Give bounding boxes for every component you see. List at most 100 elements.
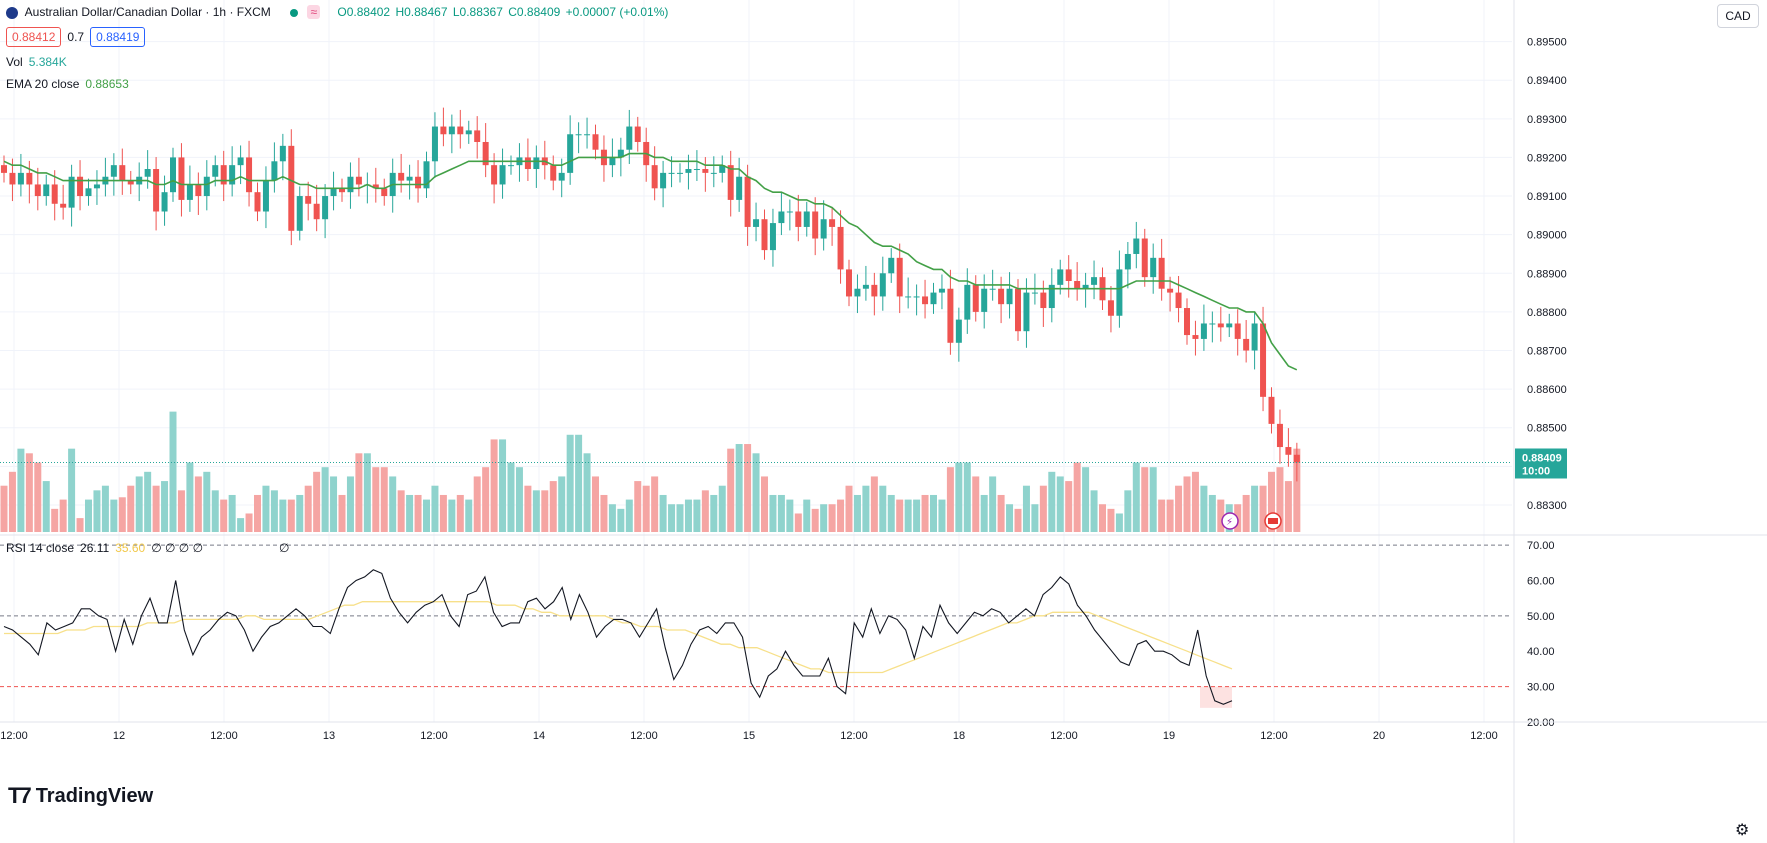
candle-body	[186, 184, 193, 200]
candle-body	[415, 176, 422, 189]
candle-body	[905, 296, 912, 298]
candle-body	[423, 161, 430, 189]
volume-bar	[727, 448, 735, 532]
volume-bar	[93, 490, 101, 532]
volume-bar	[735, 444, 743, 532]
candle-body	[1268, 396, 1275, 424]
candle-body	[119, 165, 126, 181]
volume-bar	[566, 434, 574, 532]
candle-body	[1276, 423, 1283, 448]
volume-bar	[507, 462, 515, 532]
candle-body	[871, 284, 878, 297]
canada-flag-fill	[1268, 518, 1278, 524]
symbol-legend: Australian Dollar/Canadian Dollar · 1h ·…	[6, 5, 670, 19]
volume-bar	[583, 453, 591, 532]
candle-body	[51, 184, 58, 204]
sell-price-button[interactable]: 0.88412	[6, 27, 62, 47]
volume-bar	[718, 485, 726, 532]
volume-bar	[270, 490, 278, 532]
time-tick-label: 12:00	[1470, 730, 1498, 742]
volume-bar	[980, 494, 988, 532]
volume-bar	[1099, 504, 1106, 532]
candle-body	[693, 169, 700, 171]
time-tick-label: 15	[743, 730, 755, 742]
candle-body	[1167, 288, 1174, 293]
candle-body	[1200, 323, 1207, 339]
candle-body	[1251, 323, 1258, 351]
volume-bar	[406, 494, 414, 532]
price-tick-label: 0.88300	[1527, 500, 1567, 512]
candle-body	[567, 134, 574, 173]
candle-body	[710, 172, 717, 174]
volume-bar	[786, 499, 794, 532]
volume-bar	[465, 499, 473, 532]
rsi-tick-label: 40.00	[1527, 646, 1555, 658]
time-axis[interactable]: 12:00 12 12:00 13 12:00 14 12:00 15 12:00 18 12:00…	[0, 721, 1767, 742]
candle-body	[533, 157, 540, 170]
volume-bar	[1048, 471, 1056, 532]
volume-bars	[0, 411, 1301, 532]
volume-bar	[262, 485, 270, 532]
time-tick-label: 12:00	[1050, 730, 1078, 742]
candle-body	[60, 203, 67, 208]
time-tick-label: 13	[323, 730, 335, 742]
candle-body	[237, 157, 244, 166]
candle-body	[26, 172, 33, 185]
candle-body	[491, 165, 498, 185]
candle-body	[558, 172, 565, 181]
volume-bar	[777, 494, 785, 532]
candle-body	[322, 196, 329, 220]
volume-bar	[930, 494, 937, 532]
volume-bar	[1006, 504, 1014, 532]
price-tick-label: 0.89300	[1527, 114, 1567, 126]
volume-legend[interactable]: Vol 5.384K	[6, 55, 67, 69]
candle-body	[812, 211, 819, 239]
candle-body	[161, 192, 168, 212]
volume-bar	[279, 499, 287, 532]
countdown-label: 10:00	[1522, 465, 1550, 477]
volume-bar	[1208, 494, 1216, 532]
volume-bar	[853, 494, 861, 532]
candle-body	[127, 180, 134, 185]
settings-gear-icon[interactable]: ⚙	[1735, 822, 1750, 839]
candle-body	[626, 126, 633, 150]
rsi-legend[interactable]: RSI 14 close 26.11 35.60 ∅ ∅ ∅ ∅ ∅	[6, 541, 290, 555]
candles	[0, 107, 1512, 482]
symbol-title[interactable]: Australian Dollar/Canadian Dollar · 1h ·…	[24, 5, 271, 19]
wave-icon: ≈	[307, 5, 321, 19]
candle-body	[1293, 454, 1300, 463]
buy-price-button[interactable]: 0.88419	[90, 27, 146, 47]
volume-bar	[549, 481, 557, 532]
volume-bar	[1158, 499, 1166, 532]
rsi-tick-label: 70.00	[1527, 540, 1555, 552]
volume-bar	[803, 499, 811, 532]
volume-bar	[431, 485, 439, 532]
candle-body	[1133, 238, 1140, 254]
candle-body	[727, 165, 734, 200]
volume-bar	[1124, 490, 1132, 532]
volume-bar	[1115, 513, 1123, 532]
volume-bar	[169, 411, 177, 532]
tradingview-logo[interactable]: T7 TradingView	[8, 783, 154, 808]
volume-bar	[532, 490, 540, 532]
time-tick-label: 12:00	[420, 730, 448, 742]
candle-body	[1175, 292, 1182, 309]
candle-body	[550, 165, 557, 181]
price-tick-label: 0.89400	[1527, 75, 1567, 87]
price-axis[interactable]: 0.89500 0.89400 0.89300 0.89200 0.89100 0.890…	[1221, 0, 1567, 843]
currency-selector[interactable]: CAD	[1717, 4, 1759, 28]
candle-body	[719, 165, 726, 173]
time-tick-label: 20	[1373, 730, 1385, 742]
candle-body	[660, 172, 667, 189]
volume-bar	[744, 444, 752, 532]
candle-body	[431, 126, 438, 162]
candle-body	[1141, 238, 1148, 278]
volume-bar	[1149, 467, 1157, 532]
lightning-glyph: ⚡	[1226, 517, 1233, 528]
ema-legend[interactable]: EMA 20 close 0.88653	[6, 77, 129, 91]
volume-bar	[321, 467, 329, 532]
candle-body	[398, 172, 405, 181]
rsi-tick-label: 30.00	[1527, 682, 1555, 694]
volume-bar	[313, 471, 321, 532]
